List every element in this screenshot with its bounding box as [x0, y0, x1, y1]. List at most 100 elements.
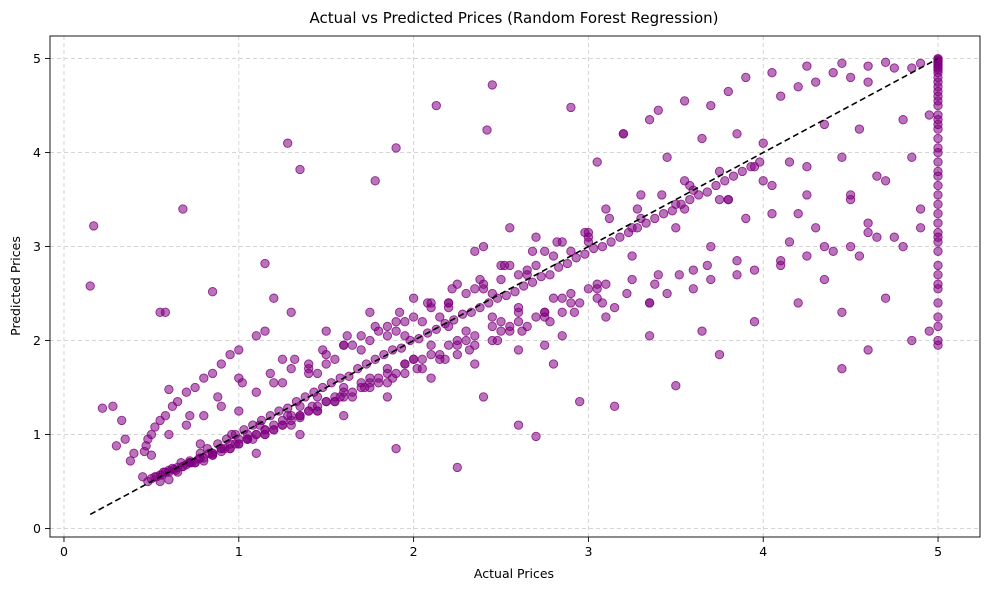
data-point — [776, 91, 786, 101]
data-point — [365, 307, 375, 317]
data-point — [391, 317, 401, 327]
data-point — [391, 443, 401, 454]
data-point — [793, 82, 803, 92]
data-point — [265, 368, 275, 379]
data-point — [431, 100, 441, 111]
data-point — [290, 354, 300, 364]
data-point — [185, 411, 195, 421]
data-point — [269, 378, 279, 388]
x-tick-label: 4 — [759, 544, 767, 559]
data-point — [819, 274, 830, 285]
data-point — [723, 86, 733, 97]
data-point — [470, 246, 480, 256]
data-point — [702, 260, 712, 271]
data-point — [837, 364, 847, 374]
data-point — [720, 176, 730, 186]
data-point — [492, 293, 503, 303]
data-point — [837, 307, 847, 317]
data-point — [487, 321, 497, 332]
data-point — [933, 270, 943, 280]
data-point — [732, 256, 742, 266]
data-point — [417, 354, 427, 364]
data-point — [650, 213, 660, 224]
data-point — [575, 298, 585, 308]
data-point — [213, 439, 223, 449]
data-point — [679, 96, 690, 106]
data-point — [519, 281, 529, 291]
data-point — [828, 68, 838, 78]
data-point — [251, 448, 261, 458]
data-point — [496, 260, 506, 271]
data-point — [513, 307, 524, 317]
data-point — [540, 246, 550, 256]
data-point — [461, 335, 471, 346]
data-point — [408, 354, 419, 364]
y-tick-label: 3 — [33, 239, 41, 254]
data-point — [304, 359, 314, 369]
data-point — [449, 315, 459, 325]
data-point — [627, 223, 637, 233]
data-point — [277, 378, 288, 388]
data-point — [784, 157, 795, 167]
data-point — [697, 326, 707, 336]
data-point — [548, 251, 559, 261]
data-point — [373, 378, 384, 388]
data-point — [111, 441, 122, 451]
data-point — [531, 232, 541, 242]
data-points — [85, 53, 943, 487]
data-point — [405, 335, 415, 346]
data-point — [89, 221, 99, 231]
data-point — [592, 157, 602, 167]
data-point — [644, 331, 655, 341]
data-point — [117, 415, 127, 426]
data-point — [811, 223, 821, 233]
data-point — [924, 110, 934, 120]
data-point — [697, 133, 707, 144]
data-point — [527, 277, 538, 287]
data-point — [426, 373, 436, 383]
data-point — [277, 354, 288, 364]
data-point — [933, 260, 943, 271]
data-point — [592, 284, 602, 294]
data-point — [933, 321, 943, 332]
data-point — [880, 176, 891, 186]
data-point — [342, 331, 352, 341]
data-point — [557, 293, 567, 303]
data-point — [854, 251, 865, 261]
data-point — [732, 129, 742, 139]
data-point — [837, 152, 847, 162]
data-point — [382, 321, 393, 332]
data-point — [644, 115, 655, 125]
data-point — [522, 265, 532, 275]
data-point — [933, 218, 943, 228]
data-point — [627, 251, 637, 261]
grid — [50, 36, 980, 537]
data-point — [452, 279, 462, 289]
data-point — [216, 359, 226, 369]
data-point — [674, 270, 684, 280]
data-point — [426, 340, 436, 350]
data-point — [933, 279, 943, 289]
x-tick-label: 3 — [584, 544, 592, 559]
data-point — [195, 439, 205, 449]
data-point — [164, 384, 174, 395]
data-point — [513, 345, 524, 355]
x-tick-label: 2 — [410, 544, 418, 559]
data-point — [907, 335, 917, 346]
data-point — [767, 209, 777, 219]
data-point — [898, 241, 908, 252]
data-point — [618, 129, 629, 139]
data-point — [307, 401, 317, 411]
data-point — [863, 345, 873, 355]
data-point — [496, 317, 506, 327]
data-point — [819, 119, 830, 130]
data-point — [452, 340, 462, 350]
data-point — [443, 298, 454, 308]
data-point — [382, 392, 393, 402]
data-point — [356, 345, 366, 355]
data-point — [408, 293, 419, 303]
data-point — [260, 429, 270, 440]
data-point — [207, 368, 218, 379]
data-point — [239, 425, 249, 435]
data-point — [802, 190, 812, 200]
